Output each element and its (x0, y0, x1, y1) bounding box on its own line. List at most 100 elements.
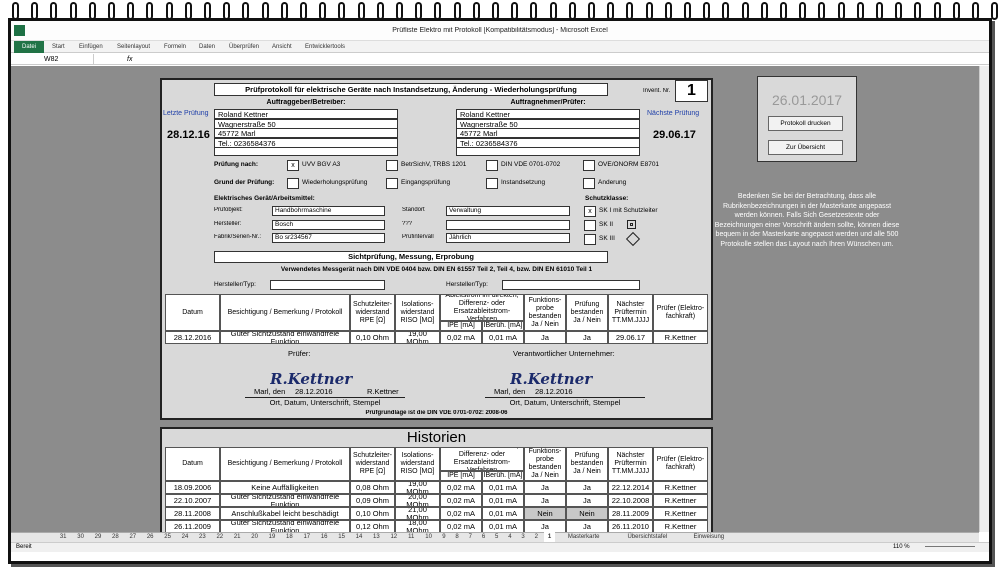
sheet-tab[interactable]: 12 (390, 534, 398, 540)
table-cell: Anschlußkabel leicht beschädigt (220, 507, 350, 520)
sheet-tab[interactable]: 15 (338, 534, 345, 540)
form-footer: Prüfgrundlage ist die DIN VDE 0701-0702:… (365, 410, 508, 416)
sheet-tab[interactable]: 18 (286, 534, 293, 540)
sheet-tab[interactable]: 26 (146, 534, 154, 540)
sheet-tab[interactable]: 27 (129, 534, 137, 540)
sheet-tab[interactable]: 28 (112, 534, 119, 540)
sheet-tab[interactable]: Einweisung (693, 534, 725, 540)
ribbon-tab[interactable]: Ansicht (272, 44, 292, 50)
option-label: Instandsetzung (501, 179, 546, 186)
table-cell: 0,02 mA (440, 481, 482, 494)
sheet-tab[interactable]: 10 (425, 534, 432, 540)
sheet-tab[interactable]: 16 (320, 534, 328, 540)
binding-ring (991, 2, 999, 20)
sheet-tab[interactable]: 13 (373, 534, 380, 540)
ribbon-tab[interactable]: Seitenlayout (117, 44, 151, 50)
zoom-slider (925, 546, 975, 547)
sheet-tab[interactable]: 24 (181, 534, 189, 540)
checkbox: x (584, 206, 596, 217)
zoom-level: 110 % (893, 544, 910, 550)
invent-no: 1 (675, 80, 708, 102)
sheet-tab[interactable]: 11 (408, 534, 415, 540)
table-cell: Nein (566, 507, 608, 520)
sheet-tab[interactable]: 14 (355, 534, 363, 540)
ribbon-tab[interactable]: Entwicklertools (305, 44, 346, 50)
ribbon-tab[interactable]: Überprüfen (229, 44, 260, 50)
status-bar (11, 542, 989, 552)
table-header: Isolations-widerstand RISO [MΩ] (395, 294, 440, 331)
ribbon-tab[interactable]: Formeln (164, 44, 187, 50)
sheet-tab[interactable]: 7 (468, 534, 472, 540)
option-label: BetrSichV, TRBS 1201 (401, 161, 467, 168)
sheet-tab[interactable]: 1 (544, 532, 555, 542)
history-title: Historien (406, 429, 467, 446)
sheet-tab[interactable]: 8 (455, 534, 459, 540)
sheet-tab[interactable]: 2 (534, 534, 538, 540)
field-value (502, 280, 640, 290)
sign-line (485, 397, 645, 398)
button[interactable]: Zur Übersicht (768, 140, 843, 155)
table-cell: 0,10 Ohm (350, 331, 395, 344)
field-label: Hersteller/Typ: (214, 281, 256, 288)
option-label: SK I mit Schutzleiter (599, 207, 658, 214)
ribbon-tab[interactable]: Start (52, 44, 65, 50)
ribbon-tab[interactable]: Einfügen (79, 44, 103, 50)
sheet-tab[interactable]: 4 (508, 534, 512, 540)
table-cell: 0,01 mA (482, 331, 524, 344)
sign-date: 28.12.2016 (535, 387, 573, 396)
checkbox (287, 178, 299, 189)
sheet-tab[interactable]: 5 (495, 534, 499, 540)
field-value (446, 219, 570, 230)
device-heading: Elektrisches Gerät/Arbeitsmittel: (214, 195, 315, 202)
window-controls (930, 25, 985, 35)
button[interactable]: Protokoll drucken (768, 116, 843, 131)
ribbon-tab[interactable]: Daten (199, 44, 216, 50)
sheet-tab[interactable]: 19 (268, 534, 276, 540)
sheet-tab[interactable]: 22 (216, 534, 224, 540)
sheet-tab[interactable]: Masterkarte (567, 534, 600, 540)
table-cell: Nein (524, 507, 566, 520)
address-line: Wagnerstraße 50 (214, 118, 398, 129)
table-cell: Ja (566, 331, 608, 344)
table-cell: 22.10.2008 (608, 494, 653, 507)
table-header: Prüfung bestanden Ja / Nein (566, 294, 608, 331)
table-header: Prüfer (Elektro-fachkraft) (653, 447, 708, 481)
field-value (270, 280, 385, 290)
address-line: Roland Kettner (214, 109, 398, 119)
messgeraet: Verwendetes Messgerät nach DIN VDE 0404 … (280, 266, 593, 273)
field-label: ??? (402, 220, 413, 227)
sheet-tab[interactable]: 17 (303, 534, 311, 540)
table-header: Funktions-probe bestanden Ja / Nein (524, 294, 566, 331)
invent-label: Invent. Nr. (643, 88, 671, 94)
table-header: Ableitstrom im direkten, Differenz- oder… (440, 447, 524, 471)
ribbon-tab[interactable]: Datei (14, 41, 44, 53)
sheet-tab[interactable]: 25 (164, 534, 171, 540)
sheet-tab[interactable]: 9 (442, 534, 446, 540)
signature: R.Kettner (510, 370, 593, 388)
sheet-tab[interactable]: 30 (77, 534, 84, 540)
table-header: Nächster Prüftermin TT.MM.JJJJ (608, 447, 653, 481)
field-label: Hersteller: (214, 220, 242, 227)
sign-place: Marl, den (254, 387, 286, 396)
table-cell: Guter Sichtzustand einwandfreie Funktion (220, 494, 350, 507)
table-header: Ableitstrom im direkten, Differenz- oder… (440, 294, 524, 321)
table-cell: Ja (524, 481, 566, 494)
sheet-tab[interactable]: 6 (481, 534, 486, 540)
sheet-tab[interactable]: 23 (199, 534, 206, 540)
sheet-tab-bar (11, 532, 979, 542)
address-line (214, 147, 398, 156)
field-value: Bosch (272, 219, 385, 230)
sheet-tab[interactable]: Übersichtstafel (627, 534, 668, 540)
sheet-tab[interactable]: 29 (94, 534, 102, 540)
sheet-tab[interactable]: 31 (59, 534, 67, 540)
sheet-tab[interactable]: 21 (233, 534, 241, 540)
sign-date: 28.12.2016 (295, 387, 333, 396)
pruefung-label: Prüfung nach: (214, 161, 259, 168)
table-cell: 22.12.2014 (608, 481, 653, 494)
table-header: Prüfung bestanden Ja / Nein (566, 447, 608, 481)
table-cell: 0,02 mA (440, 494, 482, 507)
sheet-tab[interactable]: 20 (251, 534, 258, 540)
table-header: Besichtigung / Bemerkung / Protokoll (220, 447, 350, 481)
table-subheader: IBerüh. [mA] (482, 471, 524, 481)
sheet-tab[interactable]: 3 (521, 534, 525, 540)
